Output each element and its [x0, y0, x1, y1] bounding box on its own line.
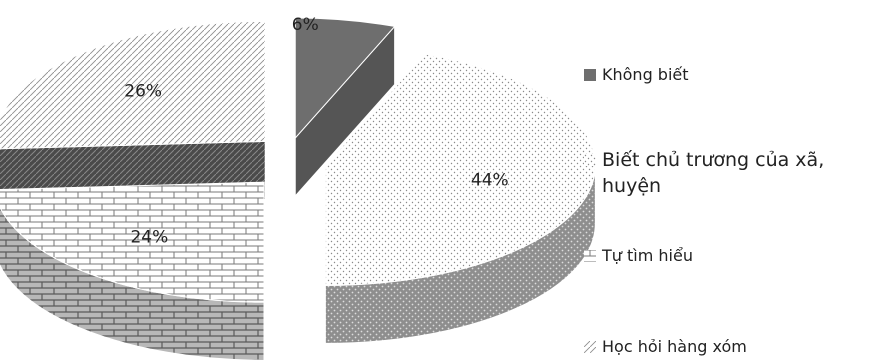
- legend-swatch-icon: [584, 154, 596, 166]
- data-label: 44%: [471, 170, 509, 190]
- slice-tu-tim-hieu-top: [0, 181, 265, 303]
- data-label: 6%: [292, 15, 319, 35]
- slice-biet-chu-truong-top: [324, 53, 596, 286]
- slice-biet-chu-truong: [324, 53, 596, 344]
- legend-label: Học hỏi hàng xóm: [602, 337, 747, 356]
- legend-swatch-icon: [584, 250, 596, 262]
- data-label: 24%: [130, 227, 168, 247]
- legend-label: Tự tìm hiểu: [602, 246, 693, 265]
- legend-swatch-icon: [584, 69, 596, 81]
- legend-label-line1: Biết chủ trương của xã,: [602, 149, 825, 171]
- legend-swatch-icon: [584, 341, 596, 353]
- legend-item-biet-chu-truong: Biết chủ trương của xã, huyện: [584, 147, 824, 199]
- legend-item-tu-tim-hieu: Tự tìm hiểu: [584, 245, 693, 267]
- data-label: 26%: [124, 81, 162, 101]
- slice-hoc-hoi-hang-xom: [0, 20, 266, 208]
- legend-item-khong-biet: Không biết: [584, 64, 689, 86]
- legend: Không biết Biết chủ trương của xã, huyện…: [584, 0, 879, 362]
- slice-tu-tim-hieu: [0, 181, 265, 361]
- slice-khong-biet-top: [294, 17, 396, 140]
- slice-khong-biet: [294, 17, 396, 198]
- legend-label: Biết chủ trương của xã, huyện: [602, 147, 824, 199]
- legend-item-hoc-hoi-hang-xom: Học hỏi hàng xóm: [584, 336, 747, 358]
- legend-label-line2: huyện: [602, 175, 662, 197]
- slice-hoc-hoi-hang-xom-top: [0, 20, 266, 150]
- legend-label: Không biết: [602, 65, 689, 84]
